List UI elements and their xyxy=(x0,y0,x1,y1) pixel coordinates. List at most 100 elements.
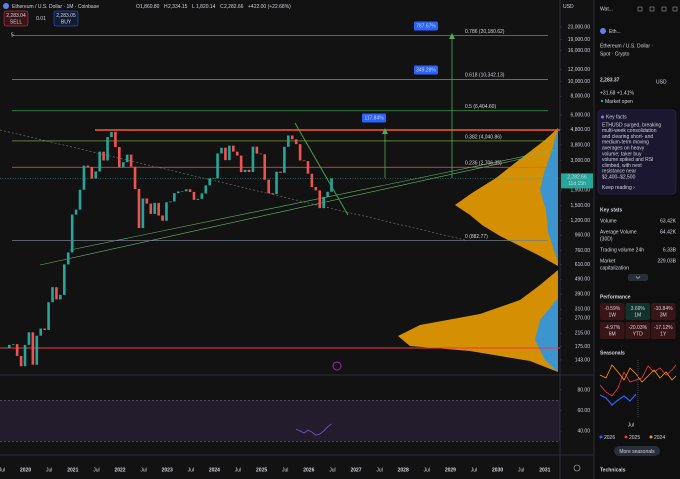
candle xyxy=(173,193,176,202)
status-dot xyxy=(600,99,604,103)
y-tick-label: 8,000.00 xyxy=(571,94,591,100)
key-facts-line: medium-term moving xyxy=(602,140,649,146)
candle xyxy=(318,190,322,209)
expand-button[interactable] xyxy=(628,274,648,281)
more-seasonals-button[interactable] xyxy=(614,446,660,456)
candle xyxy=(153,202,156,214)
x-tick-label: 2029 xyxy=(445,467,456,473)
y-tick-label: 1,500.00 xyxy=(571,203,591,209)
key-facts-line: volume; taker buy xyxy=(602,151,642,157)
candle xyxy=(141,198,145,229)
y-tick-label: 610.00 xyxy=(575,262,591,268)
performance-value: -0.59% xyxy=(604,306,620,312)
y-tick-label: 3,000.00 xyxy=(571,158,591,164)
x-tick-label: 2020 xyxy=(20,467,31,473)
candle xyxy=(287,135,290,147)
candle xyxy=(176,191,180,194)
trend-line xyxy=(69,149,556,251)
x-tick-label: Jul xyxy=(471,467,477,473)
candle xyxy=(251,146,255,172)
x-tick-label: 2031 xyxy=(539,467,550,473)
target-label: 117.84% xyxy=(364,115,384,121)
more-seasonals: More seasonals xyxy=(619,449,655,455)
toolbar-icon[interactable] xyxy=(637,6,643,12)
halving-icon xyxy=(332,361,342,371)
y-tick-label: 1,900.00 xyxy=(571,188,591,194)
toolbar-icon[interactable] xyxy=(649,6,655,12)
key-stats-title: Key stats xyxy=(600,207,622,213)
candle xyxy=(59,294,62,300)
candle xyxy=(169,201,172,203)
stat-value: 64.42K xyxy=(660,229,677,235)
candle xyxy=(94,171,98,179)
candle xyxy=(110,132,113,138)
seasonals-chart xyxy=(599,360,677,418)
sell-label: SELL xyxy=(10,19,22,25)
candle xyxy=(78,189,82,210)
candle xyxy=(180,191,184,192)
candle xyxy=(66,252,70,265)
candle xyxy=(239,155,243,173)
x-tick-label: Jul xyxy=(0,467,5,473)
candle xyxy=(279,171,282,173)
profile-lower-blue xyxy=(535,298,558,372)
y-tick-label: 760.00 xyxy=(575,248,591,254)
toolbar-icon[interactable] xyxy=(672,6,678,12)
x-tick-label: 2023 xyxy=(162,467,173,473)
settings-icon[interactable] xyxy=(573,464,581,472)
toolbar-icon[interactable] xyxy=(661,6,667,12)
y-tick-label: 6,000.00 xyxy=(571,112,591,118)
candle xyxy=(86,165,90,168)
stat-label: Market xyxy=(600,258,616,264)
performance-value: -4.97% xyxy=(604,325,620,331)
sell-button[interactable] xyxy=(3,10,29,27)
buy-price: 2,283.05 xyxy=(56,13,76,19)
key-facts-line: and clearing short- and xyxy=(602,134,653,140)
candle xyxy=(133,166,137,189)
key-facts-line: $2,400–$2,500 xyxy=(602,175,636,181)
rsi-tick-label: 80.00 xyxy=(577,387,590,393)
candle xyxy=(330,178,333,192)
profile-upper-blue xyxy=(540,128,558,262)
candle xyxy=(271,193,274,195)
last-price: 2,282.66 xyxy=(567,175,587,181)
x-tick-label: Jul xyxy=(46,467,52,473)
performance-cell xyxy=(600,303,625,320)
target-label: 349.28% xyxy=(416,67,436,73)
candle xyxy=(243,169,247,173)
performance-value: 3.69% xyxy=(631,306,646,312)
x-tick-label: Jul xyxy=(329,467,335,473)
change: +422.00 (+22.68%) xyxy=(248,4,291,10)
volume-profile xyxy=(398,128,558,372)
candle xyxy=(98,151,101,172)
y-tick-label: 310.00 xyxy=(575,307,591,313)
key-facts-line: multi-week consolidation xyxy=(602,128,657,134)
legend-dot xyxy=(624,435,628,439)
fib-label: 0.618 (10,342.13) xyxy=(465,73,505,79)
x-tick-label: Jul xyxy=(376,467,382,473)
keep-reading[interactable]: Keep reading › xyxy=(602,185,635,191)
candle xyxy=(231,145,235,152)
candle xyxy=(283,146,286,173)
candle xyxy=(196,198,200,200)
legend-label: 2024 xyxy=(654,435,665,441)
y-tick-label: 23,000.00 xyxy=(568,24,590,30)
x-tick-label: 2022 xyxy=(114,467,125,473)
candle xyxy=(7,344,11,348)
axis-currency: USD xyxy=(563,4,574,10)
stat-value: 63.42K xyxy=(660,218,677,224)
candle xyxy=(129,154,133,167)
candle xyxy=(43,328,46,330)
candle xyxy=(118,147,121,168)
price: 2,283.37 xyxy=(600,77,620,83)
rsi-band xyxy=(0,400,560,442)
symbol-logo xyxy=(3,3,9,9)
candle xyxy=(70,214,74,253)
candle xyxy=(267,179,270,194)
y-tick-label: 16,000.00 xyxy=(568,48,590,54)
drawings xyxy=(0,33,560,371)
buy-button[interactable] xyxy=(53,10,79,27)
candle xyxy=(220,147,223,154)
x-tick-label: Jul xyxy=(235,467,241,473)
